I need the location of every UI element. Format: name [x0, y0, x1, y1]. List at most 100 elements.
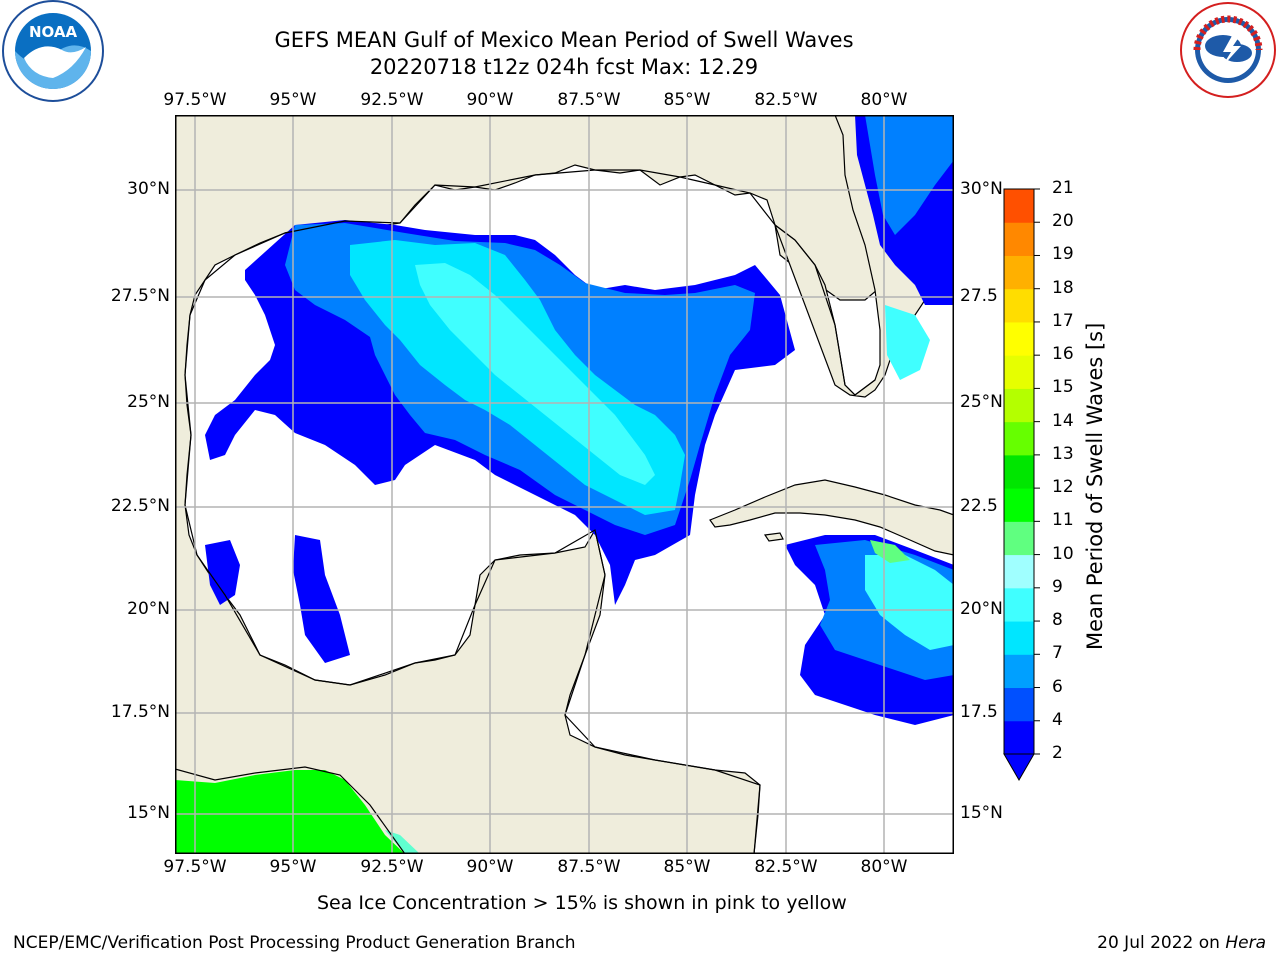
bottom-lon-axis: 97.5°W 95°W 92.5°W 90°W 87.5°W 85°W 82.5…	[0, 857, 1280, 879]
colorbar-svg	[1003, 188, 1040, 782]
colorbar-band	[1004, 355, 1034, 389]
lon-tick-bottom: 97.5°W	[163, 857, 227, 877]
map-svg	[174, 114, 955, 855]
colorbar-band	[1004, 222, 1034, 256]
map-panel	[174, 114, 955, 858]
lon-tick-top: 80°W	[860, 90, 908, 110]
colorbar	[1000, 185, 1040, 789]
lat-tick-left: 17.5°N	[110, 702, 170, 722]
colorbar-tick-label: 14	[1052, 410, 1074, 431]
noaa-logo-icon: NOAA	[2, 0, 104, 102]
lon-tick-top: 92.5°W	[360, 90, 424, 110]
lon-tick-top: 85°W	[663, 90, 711, 110]
org-credit: NCEP/EMC/Verification Post Processing Pr…	[13, 933, 576, 953]
lon-tick-bottom: 82.5°W	[754, 857, 818, 877]
lat-tick-left: 27.5°N	[110, 286, 170, 306]
swell-caribbean-cyan	[865, 555, 954, 650]
lat-tick-right: 27.5	[960, 286, 998, 306]
chart-title: GEFS MEAN Gulf of Mexico Mean Period of …	[274, 28, 854, 52]
colorbar-tick-label: 17	[1052, 310, 1074, 331]
top-lon-axis: 97.5°W 95°W 92.5°W 90°W 87.5°W 85°W 82.5…	[0, 90, 1280, 112]
lon-tick-bottom: 92.5°W	[360, 857, 424, 877]
swell-pacific-cyan	[385, 830, 420, 854]
map-frame	[175, 115, 954, 854]
colorbar-band	[1004, 421, 1034, 456]
chart-subtitle: 20220718 t12z 024h fcst Max: 12.29	[369, 55, 759, 79]
colorbar-tick-label: 7	[1052, 643, 1063, 664]
lat-tick-left: 25°N	[127, 392, 170, 412]
colorbar-band	[1004, 587, 1034, 622]
swell-caribbean-green	[870, 540, 910, 563]
lat-tick-right: 30°N	[960, 179, 1003, 199]
swell-field	[175, 115, 954, 854]
lon-tick-bottom: 87.5°W	[557, 857, 621, 877]
noaa-text: NOAA	[29, 23, 78, 41]
colorbar-tick-label: 11	[1052, 510, 1074, 531]
right-lat-axis: 30°N 27.5 25°N 22.5 20°N 17.5 15°N	[960, 0, 1020, 960]
sea-ice-note: Sea Ice Concentration > 15% is shown in …	[317, 892, 847, 914]
colorbar-band	[1004, 454, 1034, 489]
colorbar-tick-label: 15	[1052, 377, 1074, 398]
colorbar-band	[1004, 388, 1034, 423]
colorbar-frame	[1003, 188, 1035, 755]
land-cuba	[709, 479, 955, 556]
colorbar-band	[1004, 288, 1034, 323]
lon-tick-bottom: 95°W	[269, 857, 317, 877]
left-lat-axis: 30°N 27.5°N 25°N 22.5°N 20°N 17.5°N 15°N	[90, 0, 172, 960]
land-cayman	[763, 532, 784, 542]
colorbar-tick-label: 2	[1052, 743, 1063, 763]
colorbar-tick-label: 13	[1052, 443, 1074, 464]
date-text: 20 Jul 2022 on	[1097, 933, 1226, 953]
machine-name: Hera	[1225, 933, 1266, 953]
colorbar-label: Mean Period of Swell Waves [s]	[1083, 322, 1107, 650]
lon-tick-top: 95°W	[269, 90, 317, 110]
lon-tick-top: 82.5°W	[754, 90, 818, 110]
lon-tick-top: 97.5°W	[163, 90, 227, 110]
colorbar-tick-label: 18	[1052, 277, 1074, 298]
colorbar-band	[1004, 654, 1034, 689]
lon-tick-bottom: 80°W	[860, 857, 908, 877]
swell-light-cyan	[415, 263, 655, 485]
colorbar-band	[1004, 189, 1034, 223]
colorbar-tick-label: 16	[1052, 344, 1074, 365]
lat-tick-right: 15°N	[960, 803, 1003, 823]
colorbar-tick-label: 9	[1052, 576, 1063, 597]
lon-tick-bottom: 85°W	[663, 857, 711, 877]
generation-date: 20 Jul 2022 on Hera	[1097, 933, 1266, 953]
coast-central-america	[174, 766, 406, 855]
lat-tick-left: 22.5°N	[110, 496, 170, 516]
colorbar-band	[1004, 488, 1034, 522]
coast-us-gulf	[189, 169, 876, 396]
colorbar-tick-label: 8	[1052, 610, 1063, 631]
coast-mexico	[184, 314, 761, 855]
colorbar-band	[1004, 521, 1034, 556]
colorbar-band	[1004, 554, 1034, 589]
lat-tick-left: 20°N	[127, 599, 170, 619]
swell-mexico-coast	[205, 540, 240, 605]
colorbar-tick-label: 20	[1052, 211, 1074, 232]
lat-tick-right: 20°N	[960, 599, 1003, 619]
swell-atlantic-cyan	[885, 305, 930, 380]
lat-tick-right: 25°N	[960, 392, 1003, 412]
lon-tick-top: 90°W	[466, 90, 514, 110]
colorbar-band	[1004, 621, 1034, 655]
colorbar-tick-label: 12	[1052, 477, 1074, 498]
swell-atlantic-inner	[865, 115, 954, 235]
lon-tick-bottom: 90°W	[466, 857, 514, 877]
coastlines	[174, 169, 876, 855]
lat-tick-right: 17.5	[960, 702, 998, 722]
colorbar-band	[1004, 687, 1034, 722]
swell-pacific-green	[175, 770, 405, 854]
colorbar-tick-label: 10	[1052, 543, 1074, 564]
colorbar-tick-label: 19	[1052, 244, 1074, 265]
lat-tick-right: 22.5	[960, 496, 998, 516]
colorbar-ticks: 2 4 6 7 8 9 10 11 12 13 14 15 16 17 18 19 20 21	[1052, 178, 1092, 780]
lat-tick-left: 15°N	[127, 803, 170, 823]
colorbar-tick-label: 21	[1052, 178, 1074, 198]
lon-tick-top: 87.5°W	[557, 90, 621, 110]
lat-tick-left: 30°N	[127, 179, 170, 199]
colorbar-band	[1004, 255, 1034, 290]
colorbar-band	[1004, 720, 1034, 755]
colorbar-extend-arrow	[1003, 753, 1035, 782]
colorbar-tick-label: 6	[1052, 676, 1063, 697]
